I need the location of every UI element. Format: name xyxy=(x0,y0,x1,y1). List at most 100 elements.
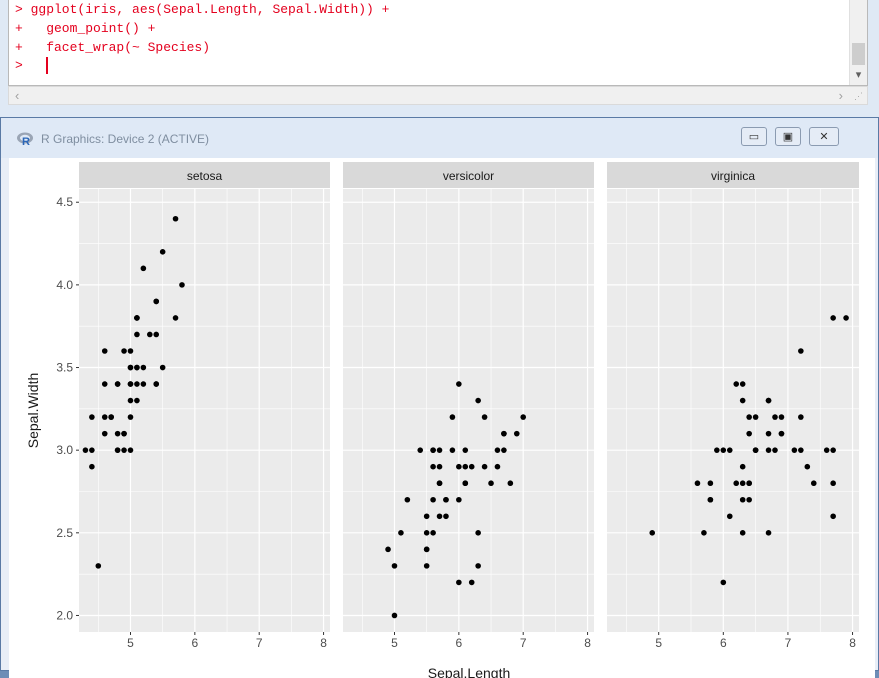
data-point xyxy=(488,480,494,487)
data-point xyxy=(114,430,121,437)
maximize-button[interactable]: ▣ xyxy=(775,127,801,146)
graphics-titlebar[interactable]: R R Graphics: Device 2 (ACTIVE) ▭ ▣ ✕ xyxy=(1,118,878,158)
data-point xyxy=(765,397,772,404)
data-point xyxy=(494,463,501,470)
data-point xyxy=(739,397,746,404)
data-point xyxy=(707,480,714,487)
data-point xyxy=(798,447,804,453)
data-point xyxy=(114,381,121,387)
data-point xyxy=(823,447,830,453)
data-point xyxy=(520,414,527,420)
close-button[interactable]: ✕ xyxy=(809,127,839,146)
minimize-button[interactable]: ▭ xyxy=(741,127,767,146)
scroll-left-arrow-icon[interactable]: ‹ xyxy=(15,88,20,103)
data-point xyxy=(95,563,102,569)
data-point xyxy=(494,447,501,453)
data-point xyxy=(701,530,707,536)
data-point xyxy=(720,447,727,453)
vertical-scrollbar[interactable]: ▾ xyxy=(849,0,867,85)
scroll-right-arrow-icon[interactable]: › xyxy=(838,88,843,103)
data-point xyxy=(127,348,134,354)
horizontal-scrollbar[interactable]: ‹ › ⋰ xyxy=(8,86,868,105)
x-tick-label: 6 xyxy=(720,636,727,650)
y-tick-label: 4.5 xyxy=(56,195,73,209)
data-point xyxy=(101,381,108,387)
y-tick-label: 4.0 xyxy=(56,278,73,292)
data-point xyxy=(436,513,443,520)
data-point xyxy=(462,480,469,487)
data-point xyxy=(462,463,469,470)
data-point xyxy=(430,530,436,536)
data-point xyxy=(159,364,166,371)
data-point xyxy=(746,430,752,437)
data-point xyxy=(714,447,720,453)
data-point xyxy=(649,530,656,536)
graphics-window: R R Graphics: Device 2 (ACTIVE) ▭ ▣ ✕ se… xyxy=(0,117,879,678)
y-tick-label: 3.5 xyxy=(56,361,73,375)
x-tick-label: 5 xyxy=(391,636,398,650)
data-point xyxy=(89,463,95,470)
data-point xyxy=(746,414,752,420)
data-point xyxy=(127,381,134,387)
x-axis-title: Sepal.Length xyxy=(428,665,511,678)
data-point xyxy=(752,447,759,453)
data-point xyxy=(153,381,160,387)
facet-strip-label: virginica xyxy=(711,169,755,183)
data-point xyxy=(436,463,443,470)
facet-scatter-plot: setosa 5 6 7 8 versicolor 5 6 7 8 virginica 5 6 7 8 2.0… xyxy=(25,162,859,678)
scroll-down-arrow-icon[interactable]: ▾ xyxy=(855,69,862,81)
data-point xyxy=(179,282,185,288)
data-point xyxy=(707,496,714,503)
data-point xyxy=(481,414,488,420)
x-tick-label: 5 xyxy=(127,636,134,650)
data-point xyxy=(726,513,733,520)
data-point xyxy=(739,480,746,487)
data-point xyxy=(417,447,424,453)
data-point xyxy=(765,530,772,536)
y-tick-label: 3.0 xyxy=(56,443,73,457)
data-point xyxy=(127,447,134,453)
data-point xyxy=(739,463,746,470)
data-point xyxy=(513,430,520,437)
console-line-3: + facet_wrap(~ Species) xyxy=(15,40,211,55)
facet-strip xyxy=(79,162,330,188)
y-axis-title: Sepal.Width xyxy=(25,373,41,448)
data-point xyxy=(146,331,153,338)
y-tick-label: 2.0 xyxy=(56,608,73,622)
facet-strip xyxy=(607,162,859,188)
x-tick-label: 7 xyxy=(520,636,527,650)
resize-grip-icon[interactable]: ⋰ xyxy=(854,91,863,101)
data-point xyxy=(746,496,752,503)
data-point xyxy=(423,530,430,536)
console-output[interactable]: > ggplot(iris, aes(Sepal.Length, Sepal.W… xyxy=(8,0,868,86)
data-point xyxy=(121,430,127,437)
data-point xyxy=(843,315,849,321)
data-point xyxy=(830,447,836,453)
facet-strip xyxy=(343,162,594,188)
x-tick-label: 7 xyxy=(256,636,263,650)
data-point xyxy=(443,496,449,503)
data-point xyxy=(430,496,436,503)
data-point xyxy=(436,447,443,453)
data-point xyxy=(449,447,456,453)
console-line-1: > ggplot(iris, aes(Sepal.Length, Sepal.W… xyxy=(15,2,390,17)
vertical-scroll-thumb[interactable] xyxy=(852,43,865,65)
data-point xyxy=(153,298,160,305)
data-point xyxy=(140,364,147,371)
data-point xyxy=(468,579,475,586)
data-point xyxy=(134,381,140,387)
x-tick-label: 8 xyxy=(584,636,591,650)
data-point xyxy=(172,315,179,321)
data-point xyxy=(739,530,746,536)
facet-strip-label: versicolor xyxy=(443,169,494,183)
data-point xyxy=(101,348,108,354)
data-point xyxy=(121,348,127,354)
plot-canvas: setosa 5 6 7 8 versicolor 5 6 7 8 virginica 5 6 7 8 2.0… xyxy=(9,158,875,678)
data-point xyxy=(134,315,140,321)
data-point xyxy=(475,563,481,569)
facet-strip-label: setosa xyxy=(187,169,223,183)
data-point xyxy=(772,414,778,420)
data-point xyxy=(752,414,759,420)
data-point xyxy=(443,513,449,520)
data-point xyxy=(475,397,481,404)
